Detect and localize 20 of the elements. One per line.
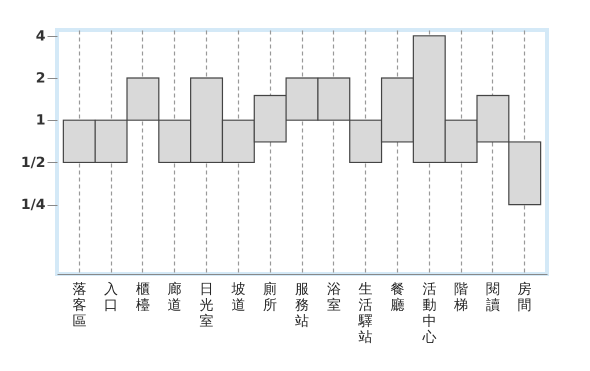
x-tick-label: 餐廳	[390, 282, 404, 314]
x-tick-label: 坡道	[230, 282, 246, 314]
x-tick-label: 日光室	[200, 282, 214, 330]
x-tick-label: 服務站	[295, 282, 309, 330]
y-tick-label: 1/4	[20, 197, 46, 214]
y-tick-label: 1/2	[20, 154, 46, 171]
x-tick-label: 落客區	[72, 282, 86, 330]
y-tick-label: 1	[36, 112, 46, 129]
x-tick-label: 活動中心	[421, 282, 436, 346]
x-tick-label: 廊道	[168, 282, 182, 314]
x-tick-label: 生活驛站	[358, 282, 373, 346]
y-tick-label: 4	[36, 28, 46, 44]
x-tick-label: 廁所	[263, 282, 278, 314]
x-tick-label: 房間	[518, 282, 532, 314]
x-tick-label: 入口	[104, 282, 118, 314]
x-tick-label: 階梯	[453, 282, 468, 314]
x-tick-label: 閱讀	[486, 282, 500, 314]
y-tick-label: 2	[36, 70, 46, 87]
x-tick-label: 浴室	[326, 282, 341, 314]
x-tick-label: 櫃檯	[136, 282, 150, 314]
